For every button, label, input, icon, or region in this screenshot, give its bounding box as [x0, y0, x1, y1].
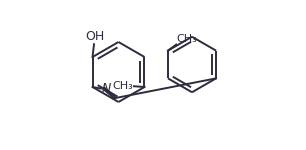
Text: CH₃: CH₃ — [113, 81, 133, 91]
Text: CH₃: CH₃ — [177, 34, 197, 44]
Text: N: N — [102, 82, 111, 94]
Text: OH: OH — [85, 30, 104, 44]
